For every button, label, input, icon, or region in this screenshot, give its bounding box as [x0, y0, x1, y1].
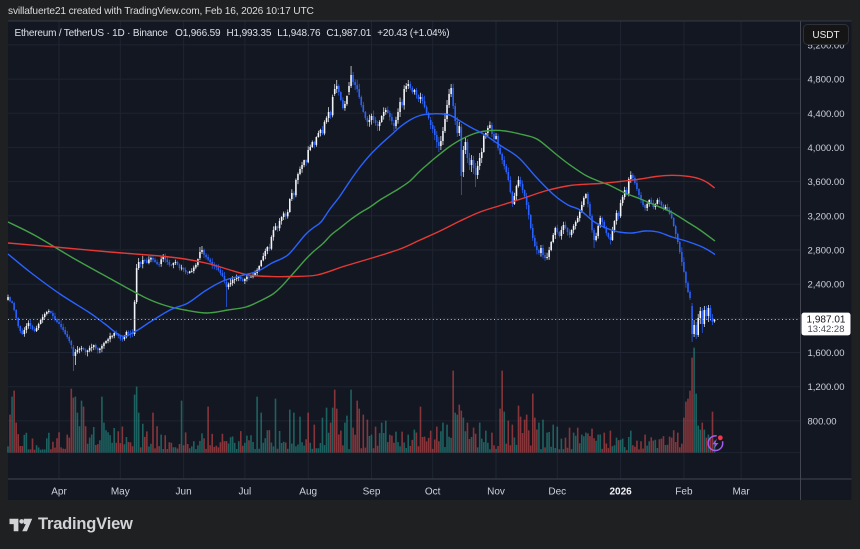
svg-text:Nov: Nov [487, 487, 505, 498]
svg-text:Mar: Mar [732, 487, 750, 498]
svg-text:13:42:28: 13:42:28 [808, 324, 845, 335]
svg-text:Aug: Aug [299, 487, 317, 498]
svg-text:4,800.00: 4,800.00 [808, 75, 845, 86]
svg-text:3,600.00: 3,600.00 [808, 177, 845, 188]
svg-text:5,200.00: 5,200.00 [808, 40, 845, 51]
svg-text:USDT: USDT [812, 30, 839, 41]
svg-text:Jun: Jun [176, 487, 192, 498]
svg-text:Jul: Jul [239, 487, 252, 498]
svg-text:Dec: Dec [548, 487, 566, 498]
svg-text:4,400.00: 4,400.00 [808, 109, 845, 120]
svg-text:2,400.00: 2,400.00 [808, 280, 845, 291]
svg-text:2,800.00: 2,800.00 [808, 246, 845, 257]
svg-text:1,600.00: 1,600.00 [808, 348, 845, 359]
svg-text:Feb: Feb [675, 487, 693, 498]
svg-text:Apr: Apr [51, 487, 67, 498]
svg-text:2026: 2026 [609, 487, 632, 498]
svg-text:May: May [111, 487, 130, 498]
svg-text:3,200.00: 3,200.00 [808, 211, 845, 222]
svg-text:800.00: 800.00 [808, 416, 837, 427]
svg-text:4,000.00: 4,000.00 [808, 143, 845, 154]
svg-text:Oct: Oct [425, 487, 441, 498]
svg-text:1,987.01: 1,987.01 [807, 314, 846, 325]
svg-text:1,200.00: 1,200.00 [808, 382, 845, 393]
svg-text:Sep: Sep [363, 487, 381, 498]
